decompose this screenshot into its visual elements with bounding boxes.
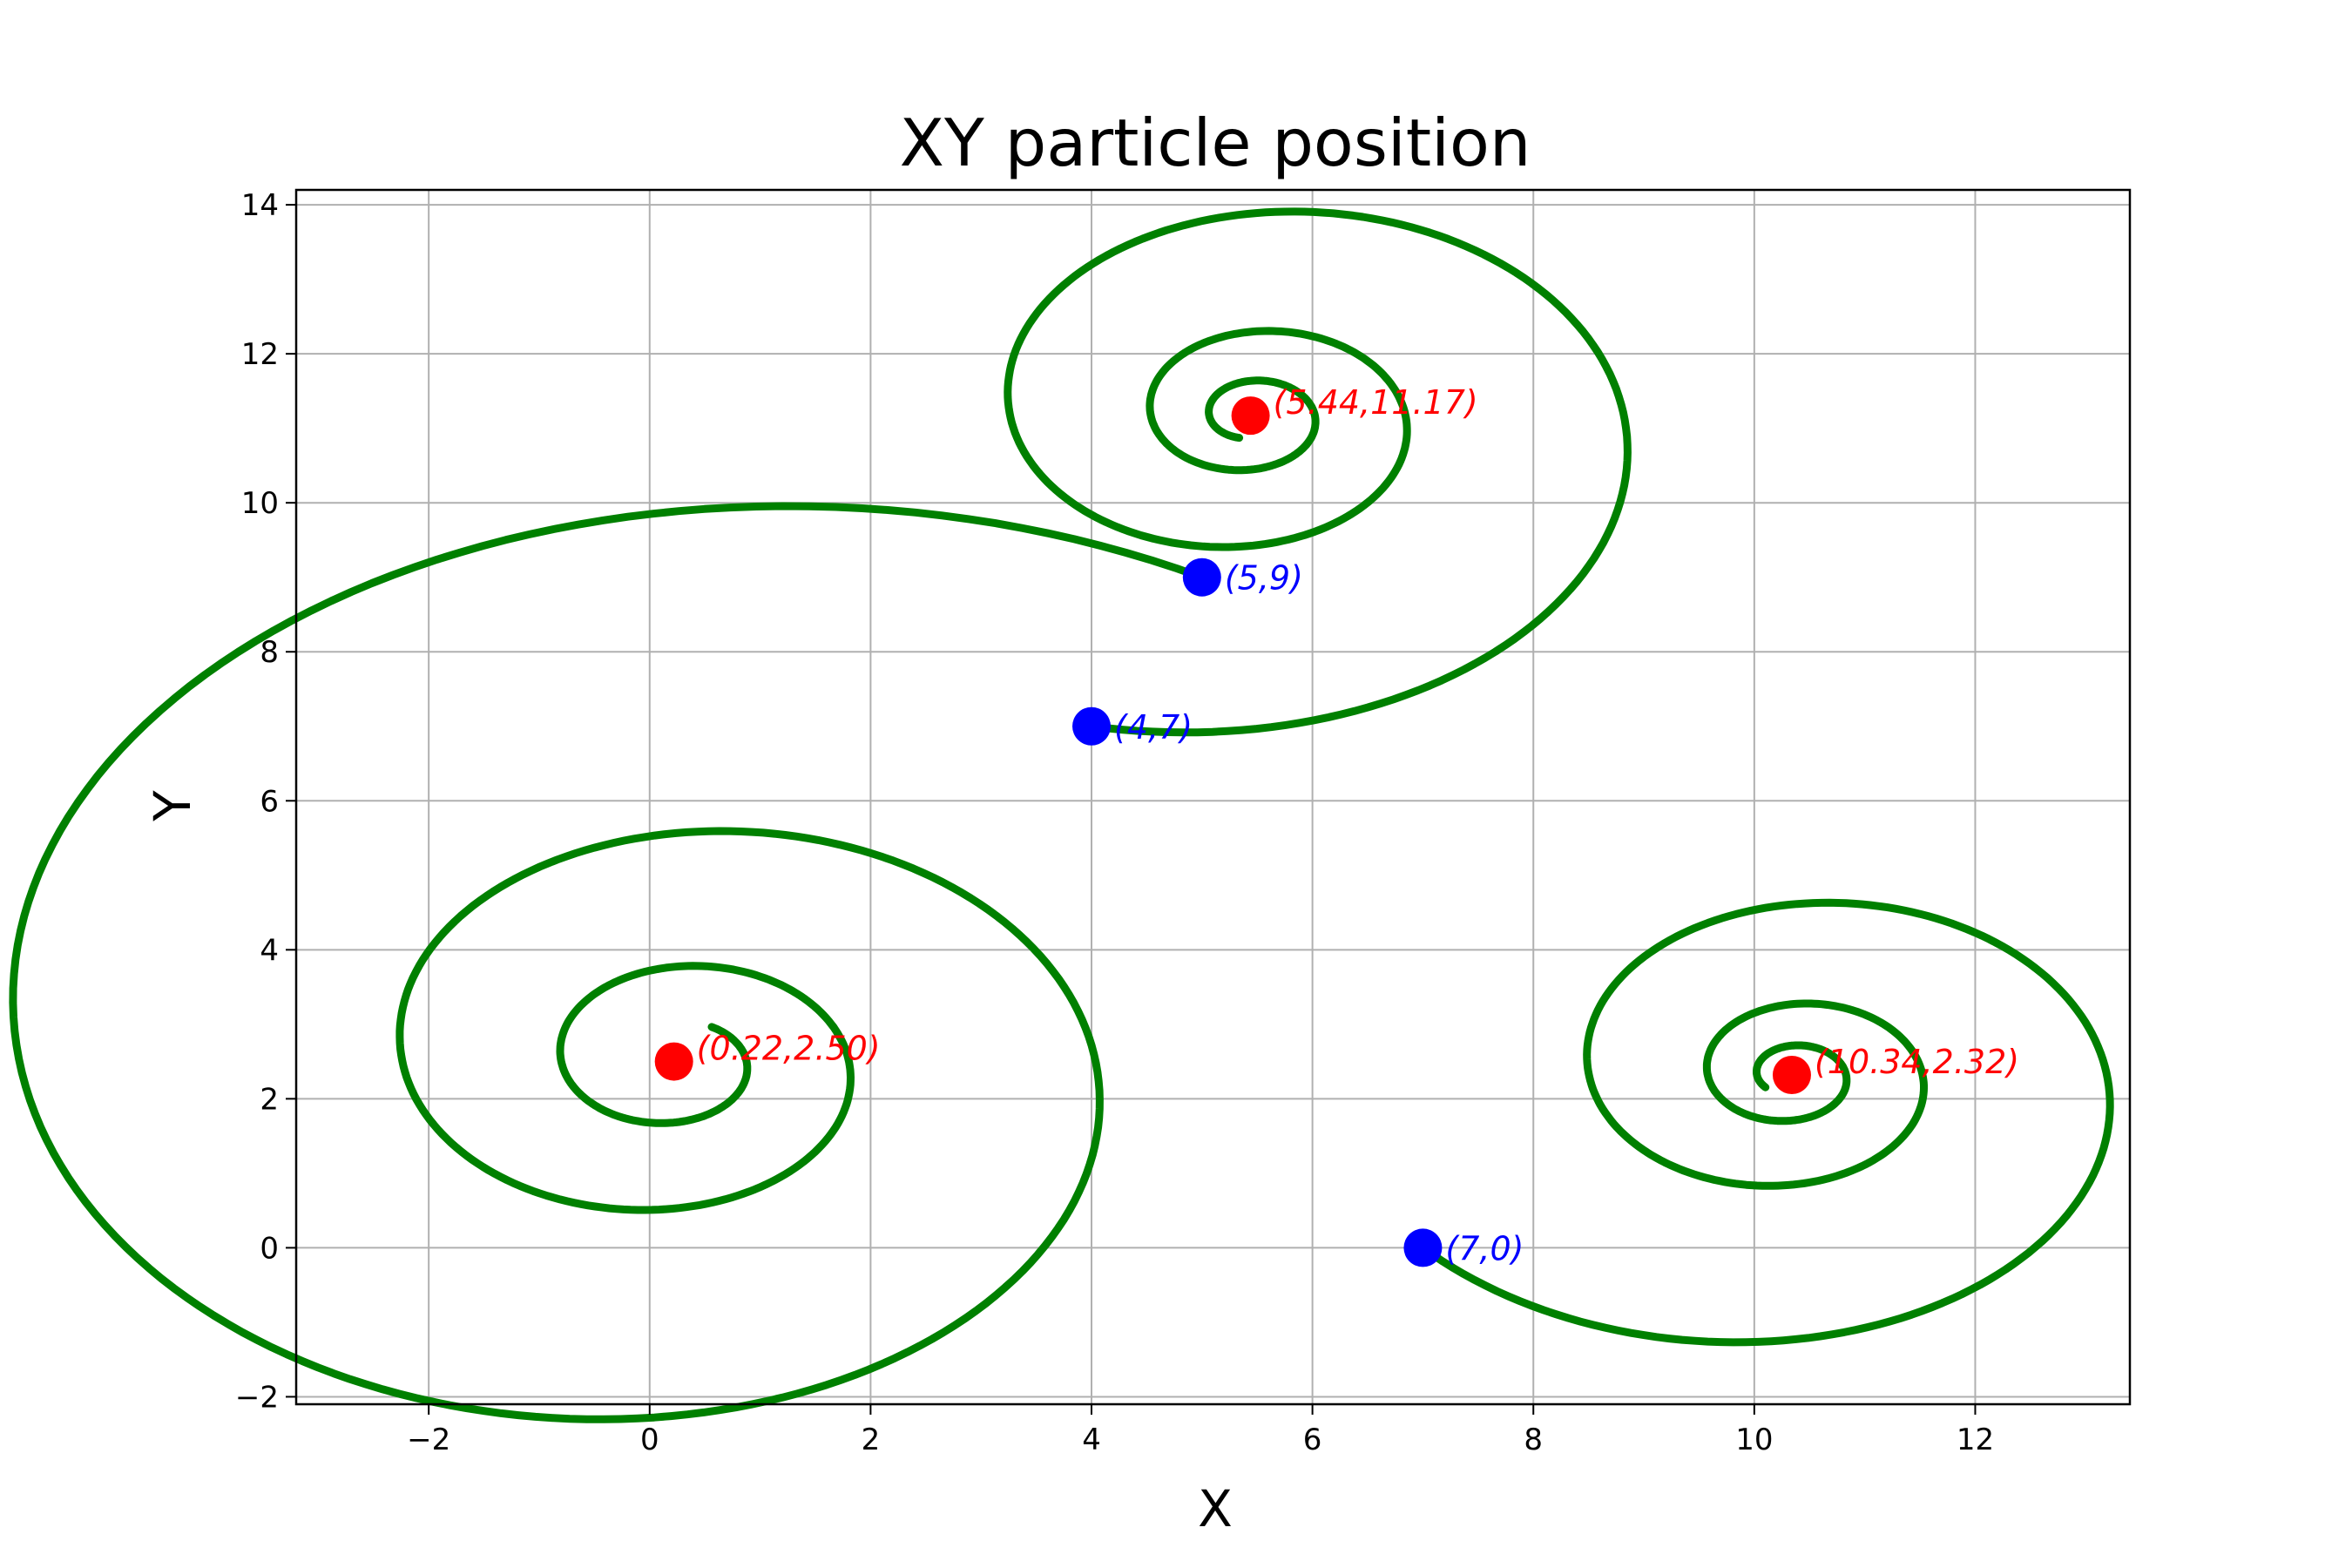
- start-point: [1403, 1228, 1443, 1267]
- y-tick-label: −2: [235, 1380, 279, 1415]
- x-tick-label: 8: [1524, 1423, 1543, 1457]
- y-axis-label: Y: [143, 790, 202, 822]
- end-point: [1231, 396, 1270, 436]
- trajectory-line: [1004, 207, 1632, 737]
- y-tick-label: 10: [241, 486, 279, 521]
- y-tick-label: 2: [260, 1082, 279, 1117]
- x-axis-label: X: [1198, 1479, 1233, 1538]
- end-point-label: (5.44,11.17): [1274, 383, 1478, 422]
- y-tick-label: 12: [241, 337, 279, 372]
- marker-points: [654, 396, 1811, 1267]
- end-point: [654, 1042, 693, 1081]
- chart-title: XY particle position: [900, 105, 1531, 181]
- x-tick-label: 6: [1303, 1423, 1322, 1457]
- plot-frame: [294, 188, 2132, 1406]
- x-tick-label: 10: [1735, 1423, 1773, 1457]
- y-tick-label: 4: [260, 933, 279, 968]
- axis-ticks: −2 0 2 4 6 8 10 12 −2 0 2 4 6 8 10 12 14: [235, 188, 1994, 1457]
- end-point-label: (10.34,2.32): [1815, 1043, 2019, 1081]
- end-point: [1772, 1055, 1811, 1094]
- start-point: [1182, 558, 1221, 597]
- x-tick-label: 0: [640, 1423, 659, 1457]
- trajectory-line: [1418, 898, 2114, 1347]
- y-tick-label: 8: [260, 635, 279, 670]
- y-tick-label: 0: [260, 1231, 279, 1266]
- start-point: [1072, 706, 1112, 746]
- x-tick-label: 2: [862, 1423, 881, 1457]
- start-point-label: (7,0): [1445, 1229, 1524, 1267]
- trajectory-line: [9, 502, 1206, 1423]
- end-point-label: (0.22,2.50): [697, 1030, 881, 1068]
- x-tick-label: 12: [1957, 1423, 1994, 1457]
- y-tick-label: 6: [260, 784, 279, 819]
- x-tick-label: −2: [407, 1423, 450, 1457]
- grid: [296, 190, 2130, 1404]
- y-tick-label: 14: [241, 188, 279, 223]
- start-point-label: (4,7): [1114, 708, 1193, 747]
- point-labels: (5,9) (0.22,2.50) (4,7) (5.44,11.17) (7,0) (1…: [697, 383, 2019, 1267]
- trajectory-curves: [9, 207, 2114, 1423]
- x-tick-label: 4: [1082, 1423, 1101, 1457]
- start-point-label: (5,9): [1225, 559, 1303, 598]
